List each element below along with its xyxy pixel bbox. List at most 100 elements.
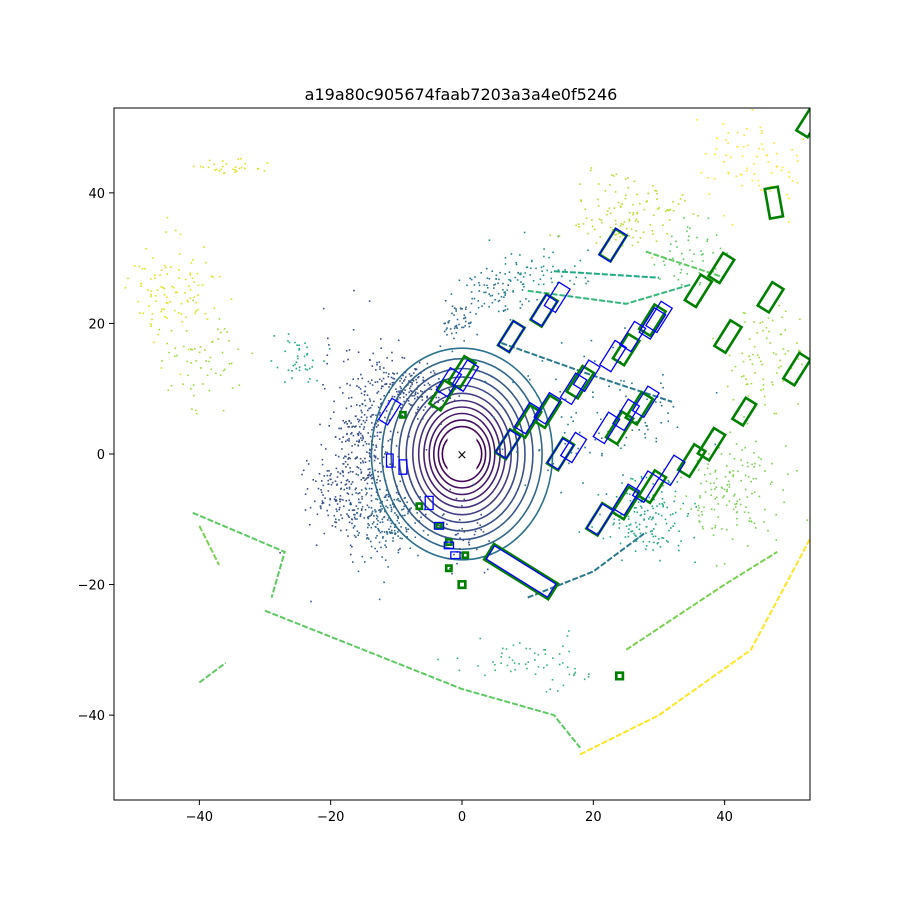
lidar-point: [297, 357, 299, 360]
lidar-point: [599, 236, 602, 238]
lidar-point: [234, 166, 237, 168]
lidar-point: [460, 552, 463, 554]
lidar-point: [765, 326, 768, 329]
lidar-point: [357, 351, 360, 353]
point-cluster-13: [712, 304, 810, 415]
lidar-point: [219, 374, 222, 376]
lidar-point: [709, 473, 712, 475]
lidar-point: [295, 367, 298, 370]
lidar-point: [672, 513, 674, 515]
lidar-point: [646, 398, 648, 401]
lidar-point: [384, 544, 386, 546]
predicted-box-11: [533, 391, 562, 425]
lidar-point: [220, 168, 223, 171]
lidar-point: [347, 458, 349, 460]
lidar-point: [337, 471, 339, 473]
lidar-point: [463, 498, 466, 501]
lidar-point: [494, 283, 497, 286]
lidar-point: [734, 503, 736, 506]
lidar-point: [366, 482, 369, 485]
lidar-point: [391, 395, 394, 398]
lidar-point: [463, 376, 465, 378]
lidar-point: [769, 342, 771, 344]
lidar-point: [387, 440, 390, 442]
lidar-point: [617, 444, 620, 447]
lidar-point: [369, 359, 371, 361]
lidar-point: [726, 385, 729, 388]
lidar-point: [706, 240, 708, 243]
lidar-point: [628, 218, 631, 221]
lidar-point: [347, 471, 350, 474]
lidar-point: [364, 385, 367, 388]
lidar-point: [458, 395, 461, 397]
lidar-point: [322, 502, 324, 504]
lidar-point: [368, 407, 370, 410]
lidar-point: [760, 143, 763, 145]
lidar-point: [658, 207, 660, 209]
lidar-point: [459, 537, 461, 539]
lidar-point: [345, 466, 347, 468]
lidar-point: [557, 269, 560, 271]
lidar-point: [597, 198, 599, 201]
y-tick-label: 20: [88, 317, 105, 332]
lidar-point: [606, 213, 608, 216]
lidar-point: [488, 239, 491, 241]
lidar-point: [165, 266, 167, 269]
lidar-point: [156, 289, 159, 291]
lidar-point: [356, 433, 359, 435]
lidar-point: [710, 488, 713, 491]
lidar-point: [726, 490, 728, 493]
lidar-point: [349, 457, 351, 460]
lidar-point: [746, 545, 749, 547]
lidar-point: [715, 477, 718, 480]
lidar-point: [194, 312, 197, 314]
lidar-point: [372, 477, 374, 479]
lidar-point: [345, 350, 348, 352]
lidar-point: [679, 272, 682, 274]
lidar-point: [416, 388, 418, 390]
lidar-point: [397, 431, 399, 434]
lidar-point: [747, 476, 750, 478]
lidar-point: [694, 502, 696, 505]
lidar-point: [761, 321, 764, 323]
lidar-point: [374, 469, 376, 472]
lidar-point: [352, 527, 355, 529]
lidar-point: [669, 250, 671, 252]
lidar-point: [366, 394, 369, 396]
lidar-point: [218, 318, 221, 320]
lidar-point: [382, 536, 384, 538]
lidar-point: [568, 650, 570, 653]
lidar-point: [396, 485, 398, 488]
lidar-point: [641, 507, 643, 509]
lidar-point: [640, 505, 642, 508]
lidar-point: [327, 490, 330, 492]
lidar-point: [726, 488, 728, 491]
lidar-point: [596, 532, 599, 534]
lidar-point: [633, 180, 636, 183]
lidar-point: [655, 190, 658, 192]
lidar-point: [527, 661, 529, 663]
lidar-point: [493, 284, 495, 286]
lidar-point: [197, 284, 200, 287]
lidar-point: [391, 351, 393, 354]
lidar-point: [602, 537, 605, 540]
lidar-point: [715, 234, 718, 236]
lidar-point: [244, 162, 246, 165]
lidar-point: [379, 462, 381, 465]
lidar-point: [329, 474, 331, 477]
lidar-point: [739, 503, 742, 506]
lidar-point: [368, 300, 371, 302]
lidar-point: [699, 281, 701, 284]
lidar-point: [351, 545, 353, 548]
lidar-point: [449, 567, 451, 570]
lidar-point: [766, 154, 768, 157]
point-cluster-7: [549, 167, 699, 259]
lidar-point: [197, 308, 199, 311]
lidar-point: [622, 223, 624, 226]
lidar-point: [386, 451, 389, 454]
lidar-point: [498, 299, 501, 302]
lidar-point: [349, 470, 352, 473]
lidar-point: [551, 281, 553, 284]
lidar-point: [389, 519, 392, 522]
lidar-point: [639, 532, 642, 535]
